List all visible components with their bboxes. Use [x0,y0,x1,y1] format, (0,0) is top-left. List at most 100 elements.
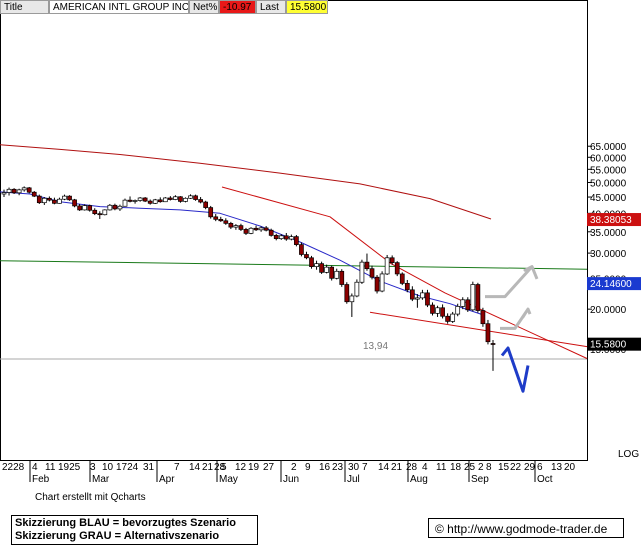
candle-body [485,323,491,343]
candle-body [26,187,32,193]
candle-body [162,197,168,203]
x-day-tick-label: 1724 [116,462,139,473]
title-label: Title [0,0,49,14]
source-url[interactable]: © http://www.godmode-trader.de [428,518,624,538]
x-day-tick-label: 28 [406,462,418,473]
candle-body [389,257,395,263]
candle-body [304,254,309,259]
x-day-tick-label: 7 [174,462,180,473]
candle-body [132,200,138,202]
candle-body [238,225,244,230]
candle-body [248,227,254,234]
price-tag [587,277,641,291]
legend-box: Skizzierung BLAU = bevorzugtes Szenario … [11,515,258,545]
x-day-tick-label: 11 [45,462,56,473]
candle-body [339,270,345,285]
company-name: AMERICAN INTL GROUP INC [49,0,189,14]
price-tag-label: 38.38053 [590,215,632,226]
y-tick-label: 50.0000 [590,178,627,189]
moving-average-200-line [0,144,492,220]
candle-body [127,199,133,202]
candle-body [334,270,340,279]
candle-body [480,310,486,325]
net-percent-value: -10.97 [219,0,256,14]
candle-body [233,225,239,228]
x-month-label: Apr [159,474,175,485]
candle-body [193,195,198,200]
candle-body [183,197,188,202]
x-day-tick-label: 21 [391,462,403,473]
candle-body [450,313,456,322]
candle-body [314,263,319,267]
candle-body [430,304,435,314]
candle-body [218,218,224,222]
scenario-grey-path-upper [485,265,539,299]
candle-body [359,261,365,283]
candle-body [117,205,123,210]
legend-blue-scenario: Skizzierung BLAU = bevorzugtes Szenario [15,517,236,529]
candle-body [112,204,118,210]
candle-body [425,292,430,306]
x-day-tick-label: 31 [143,462,155,473]
candle-body [137,197,143,201]
candle-body [379,273,385,292]
candle-body [324,266,329,273]
downtrend-resistance-line [221,186,588,359]
scenario-blue-path [500,346,530,393]
x-day-tick-label: 23 [332,462,344,473]
x-month-label: Mar [92,474,110,485]
y-tick-label: 45.0000 [590,193,627,204]
candle-body [122,199,128,207]
candle-body [299,244,304,255]
candle-body [369,268,375,278]
candle-body [283,235,289,240]
x-day-tick-label: 28 [214,462,226,473]
candle-body [243,229,249,234]
candle-body [465,299,471,311]
candle-body [47,197,52,201]
x-day-tick-label: 4 [422,462,428,473]
x-day-tick-label: 18 [450,462,462,473]
x-day-tick-label: 1925 [58,462,81,473]
candle-body [409,289,415,300]
x-day-tick-label: 2 [291,462,297,473]
candle-body [319,263,324,273]
candle-body [475,284,481,311]
x-day-tick-label: 27 [263,462,275,473]
candle-body [1,192,7,195]
price-tag-label: 24.14600 [590,279,632,290]
candle-body [213,216,219,220]
x-day-tick-label: 8 [486,462,492,473]
candle-body [157,199,163,203]
candle-body [470,284,476,311]
candle-body [364,261,370,270]
candle-body [253,227,259,231]
x-day-tick-label: 30 [348,462,360,473]
y-tick-label: 35.0000 [590,228,627,239]
candle-body [11,188,17,194]
candle-body [263,227,269,231]
legend-grey-scenario: Skizzierung GRAU = Alternativszenario [15,530,220,542]
candle-body [92,209,98,215]
y-tick-label: 30.0000 [590,249,627,260]
downtrend-support-line [369,311,588,348]
candle-body [178,196,183,202]
price-tag [587,337,641,351]
x-day-tick-label: 7 [362,462,368,473]
candle-body [62,195,67,200]
candle-body [188,195,193,199]
x-day-tick-label: 9 [305,462,311,473]
candle-body [440,307,445,317]
last-value: 15.5800 [286,0,328,14]
candle-body [223,220,229,224]
candle-body [294,236,299,245]
support-level-label: 13,94 [363,341,388,352]
y-tick-label: 65.0000 [590,142,627,153]
candle-body [384,257,390,275]
plot-frame [0,0,588,461]
x-day-tick-label: 6 [537,462,543,473]
candle-body [16,189,22,194]
candle-body [394,262,400,275]
x-day-tick-label: 15 [498,462,510,473]
x-day-tick-label: 12 [235,462,247,473]
